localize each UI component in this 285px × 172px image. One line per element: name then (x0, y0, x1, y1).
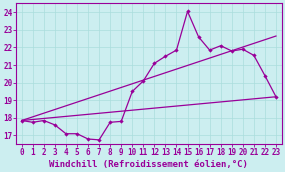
X-axis label: Windchill (Refroidissement éolien,°C): Windchill (Refroidissement éolien,°C) (49, 159, 248, 169)
